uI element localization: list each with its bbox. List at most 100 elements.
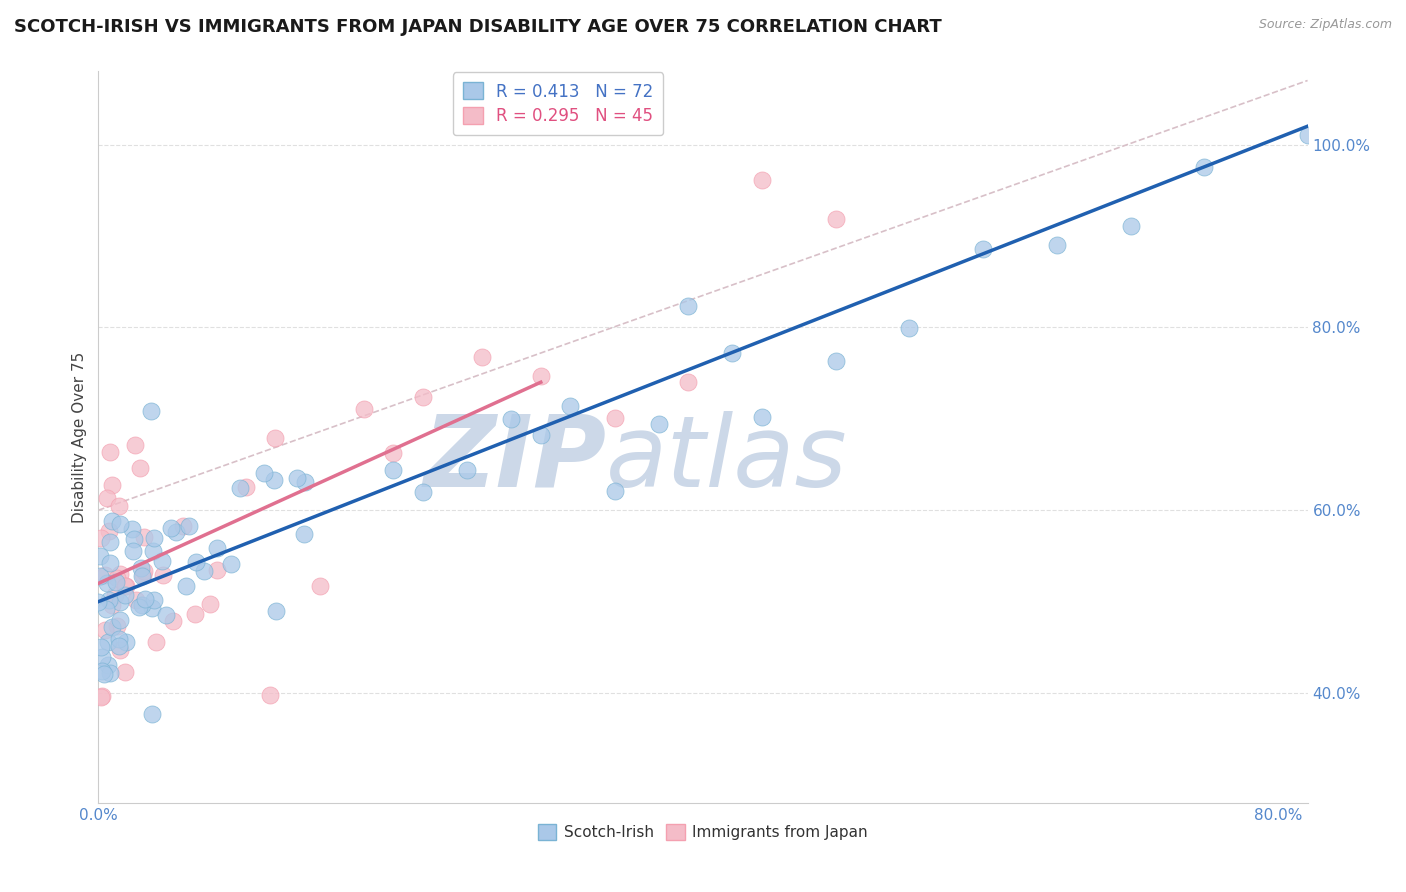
Point — [1194, 160, 1216, 174]
Point — [235, 480, 257, 494]
Point — [721, 346, 744, 360]
Point — [648, 417, 671, 432]
Point — [114, 579, 136, 593]
Point — [134, 591, 156, 606]
Point — [114, 665, 136, 679]
Point — [263, 473, 285, 487]
Point — [259, 688, 281, 702]
Point — [93, 667, 115, 681]
Point — [205, 541, 228, 556]
Point — [165, 525, 187, 540]
Point — [94, 623, 117, 637]
Point — [205, 563, 228, 577]
Point — [89, 549, 111, 563]
Point — [132, 567, 155, 582]
Point — [125, 592, 148, 607]
Point — [308, 579, 330, 593]
Point — [142, 544, 165, 558]
Point — [1119, 219, 1142, 233]
Point — [160, 521, 183, 535]
Point — [108, 566, 131, 581]
Point — [141, 600, 163, 615]
Point — [294, 526, 316, 541]
Point — [193, 564, 215, 578]
Point — [100, 556, 122, 570]
Point — [471, 350, 494, 364]
Point — [143, 531, 166, 545]
Point — [678, 299, 700, 313]
Point — [219, 557, 242, 571]
Point — [145, 635, 167, 649]
Text: SCOTCH-IRISH VS IMMIGRANTS FROM JAPAN DISABILITY AGE OVER 75 CORRELATION CHART: SCOTCH-IRISH VS IMMIGRANTS FROM JAPAN DI… — [14, 18, 942, 36]
Point — [824, 212, 846, 227]
Point — [100, 599, 122, 613]
Point — [353, 402, 375, 417]
Point — [124, 532, 146, 546]
Point — [94, 602, 117, 616]
Text: atlas: atlas — [606, 410, 848, 508]
Point — [90, 640, 112, 654]
Point — [100, 514, 122, 528]
Point — [264, 430, 287, 444]
Point — [603, 484, 626, 499]
Point — [972, 242, 994, 256]
Point — [101, 478, 124, 492]
Point — [382, 463, 405, 477]
Point — [124, 437, 146, 451]
Point — [456, 463, 478, 477]
Point — [172, 519, 194, 533]
Point — [603, 411, 626, 425]
Point — [155, 607, 177, 622]
Point — [176, 578, 198, 592]
Point — [98, 593, 121, 607]
Point — [162, 614, 184, 628]
Point — [115, 634, 138, 648]
Point — [97, 658, 120, 673]
Point — [108, 613, 131, 627]
Point — [129, 461, 152, 475]
Point — [107, 619, 129, 633]
Point — [131, 569, 153, 583]
Point — [229, 481, 252, 495]
Point — [198, 597, 221, 611]
Point — [108, 595, 131, 609]
Point — [98, 665, 121, 680]
Point — [94, 567, 117, 582]
Point — [184, 607, 207, 621]
Point — [142, 593, 165, 607]
Point — [501, 411, 523, 425]
Point — [132, 530, 155, 544]
Point — [121, 522, 143, 536]
Point — [105, 571, 128, 585]
Legend: Scotch-Irish, Immigrants from Japan: Scotch-Irish, Immigrants from Japan — [531, 818, 875, 847]
Point — [91, 650, 114, 665]
Point — [751, 410, 773, 425]
Point — [108, 500, 131, 514]
Point — [128, 600, 150, 615]
Point — [412, 485, 434, 500]
Point — [115, 579, 138, 593]
Point — [264, 604, 287, 618]
Point — [101, 620, 124, 634]
Text: Source: ZipAtlas.com: Source: ZipAtlas.com — [1258, 18, 1392, 31]
Point — [898, 321, 921, 335]
Point — [107, 632, 129, 646]
Y-axis label: Disability Age Over 75: Disability Age Over 75 — [72, 351, 87, 523]
Point — [530, 369, 553, 384]
Point — [152, 554, 174, 568]
Point — [1046, 237, 1069, 252]
Point — [104, 588, 127, 602]
Point — [98, 534, 121, 549]
Point — [90, 689, 112, 703]
Point — [107, 639, 129, 653]
Point — [129, 561, 152, 575]
Point — [97, 635, 120, 649]
Point — [382, 446, 405, 460]
Point — [110, 516, 132, 531]
Point — [90, 690, 112, 705]
Point — [152, 568, 174, 582]
Point — [253, 466, 276, 480]
Point — [141, 404, 163, 418]
Point — [91, 665, 114, 679]
Point — [96, 576, 118, 591]
